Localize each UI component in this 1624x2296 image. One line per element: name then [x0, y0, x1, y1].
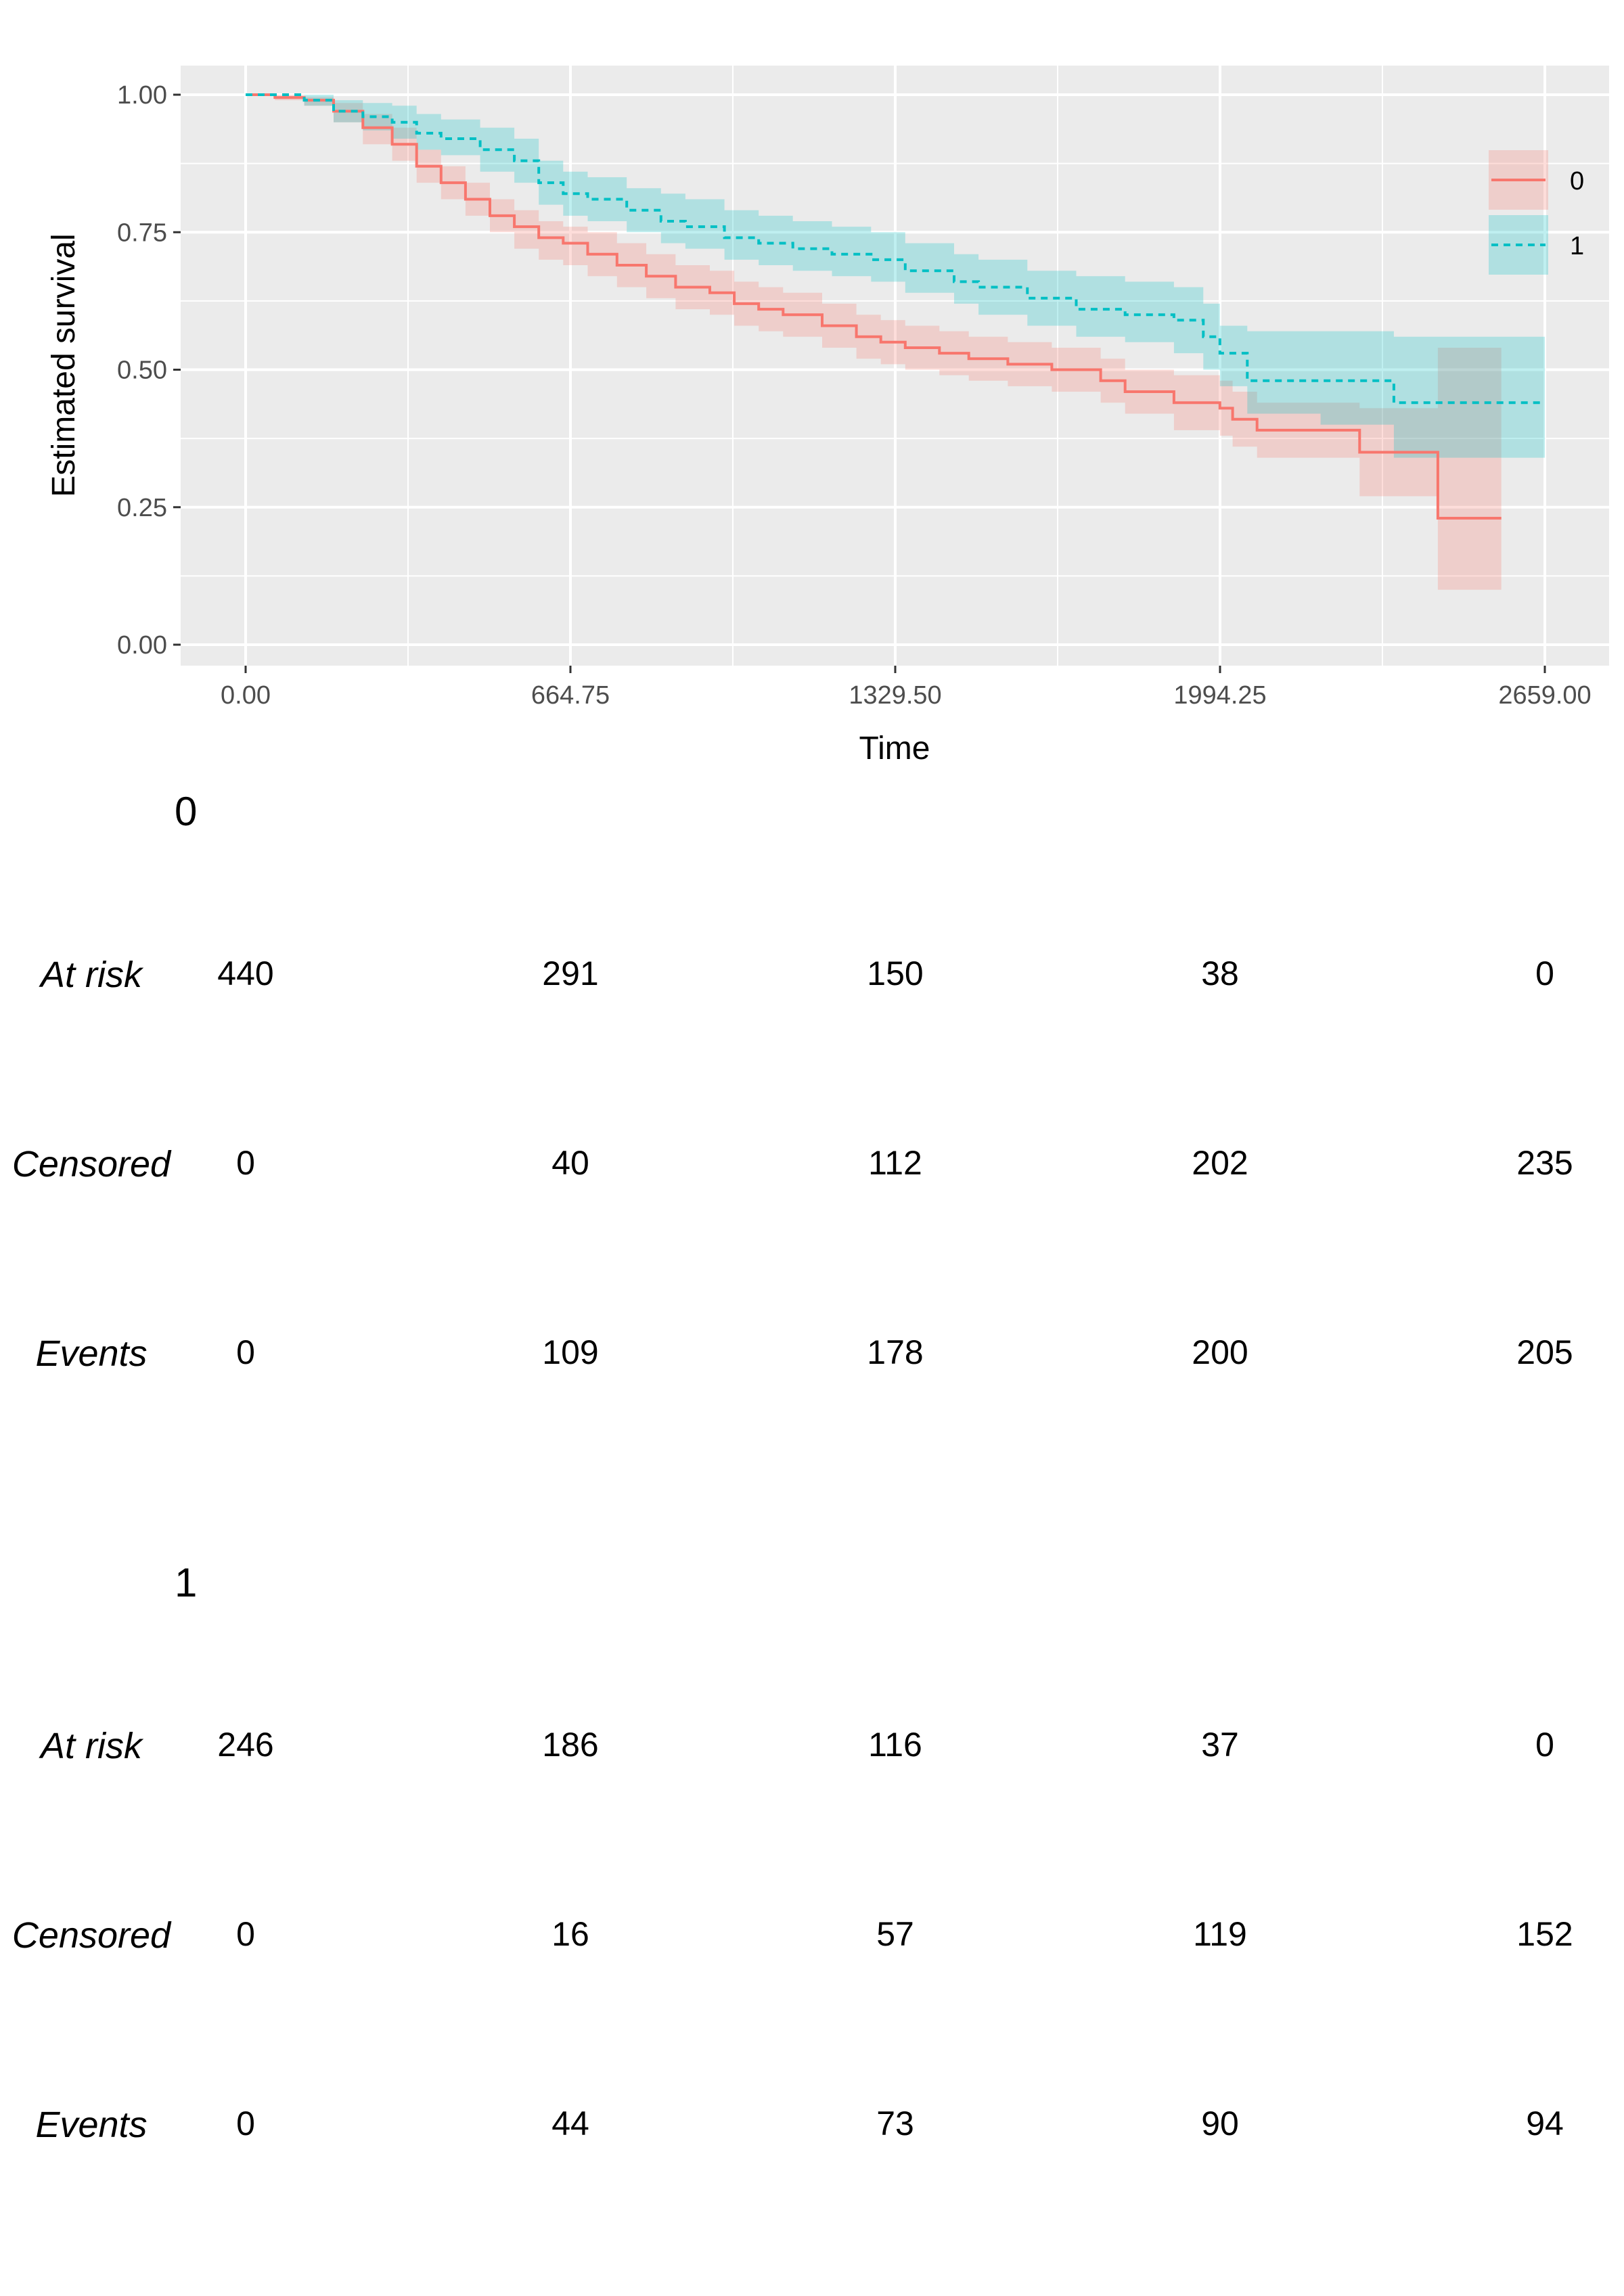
- x-tick-label: 664.75: [531, 681, 610, 710]
- risk-cell: 0: [1535, 1726, 1554, 1764]
- risk-cell: 16: [551, 1915, 589, 1953]
- survival-plot: 0.00 0.25 0.50 0.75 1.00 0.00 664.75 1329.50 19…: [46, 66, 1609, 766]
- risk-cell: 200: [1192, 1333, 1248, 1371]
- risk-cell: 0: [236, 2105, 255, 2142]
- risk-group-title: 0: [175, 789, 198, 834]
- legend-label-0: 0: [1570, 167, 1584, 196]
- risk-row-label: At risk: [40, 955, 142, 995]
- risk-cell: 0: [236, 1144, 255, 1182]
- risk-cell: 235: [1516, 1144, 1573, 1182]
- risk-row-label: Censored: [12, 1144, 171, 1185]
- risk-cell: 202: [1192, 1144, 1248, 1182]
- risk-row-label: Events: [35, 1333, 148, 1374]
- legend-label-1: 1: [1570, 232, 1584, 260]
- y-axis: 0.00 0.25 0.50 0.75 1.00: [117, 81, 181, 660]
- risk-cell: 90: [1201, 2105, 1239, 2142]
- risk-cell: 40: [551, 1144, 589, 1182]
- risk-cell: 291: [542, 955, 599, 992]
- risk-row-label: Censored: [12, 1915, 171, 1956]
- risk-cell: 94: [1526, 2105, 1564, 2142]
- risk-cell: 119: [1193, 1915, 1247, 1953]
- survival-curve-1: [246, 93, 1545, 405]
- confidence-bands: [246, 95, 1545, 590]
- x-tick-label: 1994.25: [1173, 681, 1266, 710]
- y-tick-label: 0.00: [117, 631, 167, 660]
- confidence-band-1: [246, 95, 1545, 458]
- x-tick-label: 0.00: [221, 681, 271, 710]
- risk-cell: 186: [542, 1726, 599, 1764]
- risk-row-label: At risk: [40, 1726, 142, 1766]
- y-tick-label: 1.00: [117, 81, 167, 110]
- risk-row-label: Events: [35, 2105, 148, 2145]
- survival-curve-0: [246, 93, 1502, 520]
- risk-cell: 152: [1516, 1915, 1573, 1953]
- risk-cell: 178: [867, 1333, 924, 1371]
- risk-cell: 44: [551, 2105, 589, 2142]
- risk-cell: 109: [542, 1333, 599, 1371]
- confidence-band-0: [246, 95, 1502, 590]
- risk-cell: 112: [868, 1144, 922, 1182]
- risk-cell: 37: [1201, 1726, 1239, 1764]
- y-tick-label: 0.75: [117, 219, 167, 247]
- risk-cell: 205: [1516, 1333, 1573, 1371]
- risk-cell: 73: [876, 2105, 914, 2142]
- risk-cell: 116: [868, 1726, 922, 1764]
- x-axis: 0.00 664.75 1329.50 1994.25 2659.00: [221, 666, 1592, 710]
- survival-curves: [246, 93, 1545, 520]
- x-tick-label: 1329.50: [849, 681, 941, 710]
- risk-cell: 440: [217, 955, 274, 992]
- y-tick-label: 0.25: [117, 494, 167, 522]
- risk-cell: 57: [876, 1915, 914, 1953]
- risk-cell: 0: [236, 1333, 255, 1371]
- x-axis-title: Time: [859, 731, 930, 766]
- risk-cell: 0: [1535, 955, 1554, 992]
- risk-cell: 38: [1201, 955, 1239, 992]
- grid-major: [181, 66, 1609, 666]
- risk-group-title: 1: [175, 1560, 198, 1605]
- risk-cell: 150: [867, 955, 924, 992]
- x-tick-label: 2659.00: [1498, 681, 1591, 710]
- y-axis-title: Estimated survival: [46, 233, 82, 497]
- legend: 01: [1489, 150, 1584, 275]
- risk-cell: 246: [217, 1726, 274, 1764]
- risk-cell: 0: [236, 1915, 255, 1953]
- y-tick-label: 0.50: [117, 357, 167, 385]
